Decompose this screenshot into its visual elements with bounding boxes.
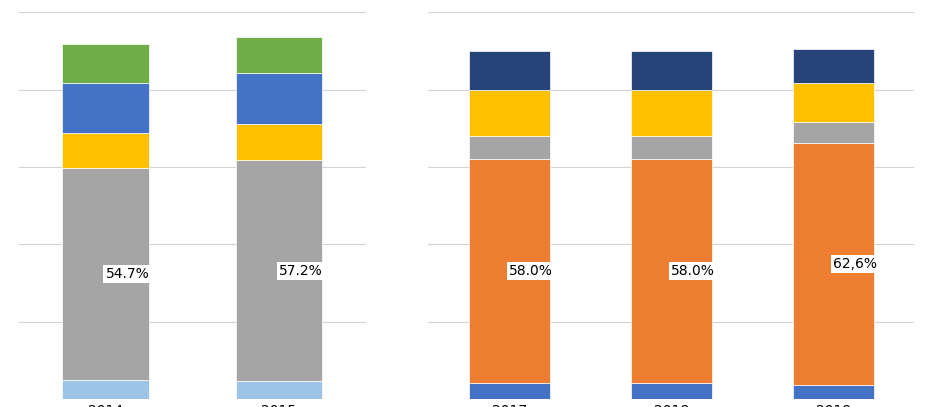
Bar (793, 143, 874, 385)
Bar (793, 48, 874, 83)
Bar (468, 383, 550, 399)
Bar (631, 383, 712, 399)
Bar (63, 83, 149, 133)
Bar (63, 379, 149, 399)
Text: 62,6%: 62,6% (833, 257, 877, 271)
Text: 58.0%: 58.0% (509, 264, 553, 278)
Text: 54.7%: 54.7% (105, 267, 149, 281)
Bar (468, 90, 550, 136)
Text: 57.2%: 57.2% (279, 264, 323, 278)
Bar (793, 122, 874, 143)
Bar (793, 385, 874, 399)
Text: 58.0%: 58.0% (672, 264, 716, 278)
Bar (468, 159, 550, 383)
Bar (63, 133, 149, 168)
Bar (236, 73, 323, 124)
Bar (236, 381, 323, 399)
Bar (236, 37, 323, 73)
Bar (793, 83, 874, 122)
Bar (468, 51, 550, 90)
Bar (236, 160, 323, 381)
Bar (631, 90, 712, 136)
Bar (63, 44, 149, 83)
Bar (468, 136, 550, 159)
Bar (631, 136, 712, 159)
Bar (631, 159, 712, 383)
Bar (63, 168, 149, 379)
Bar (236, 124, 323, 160)
Bar (631, 51, 712, 90)
